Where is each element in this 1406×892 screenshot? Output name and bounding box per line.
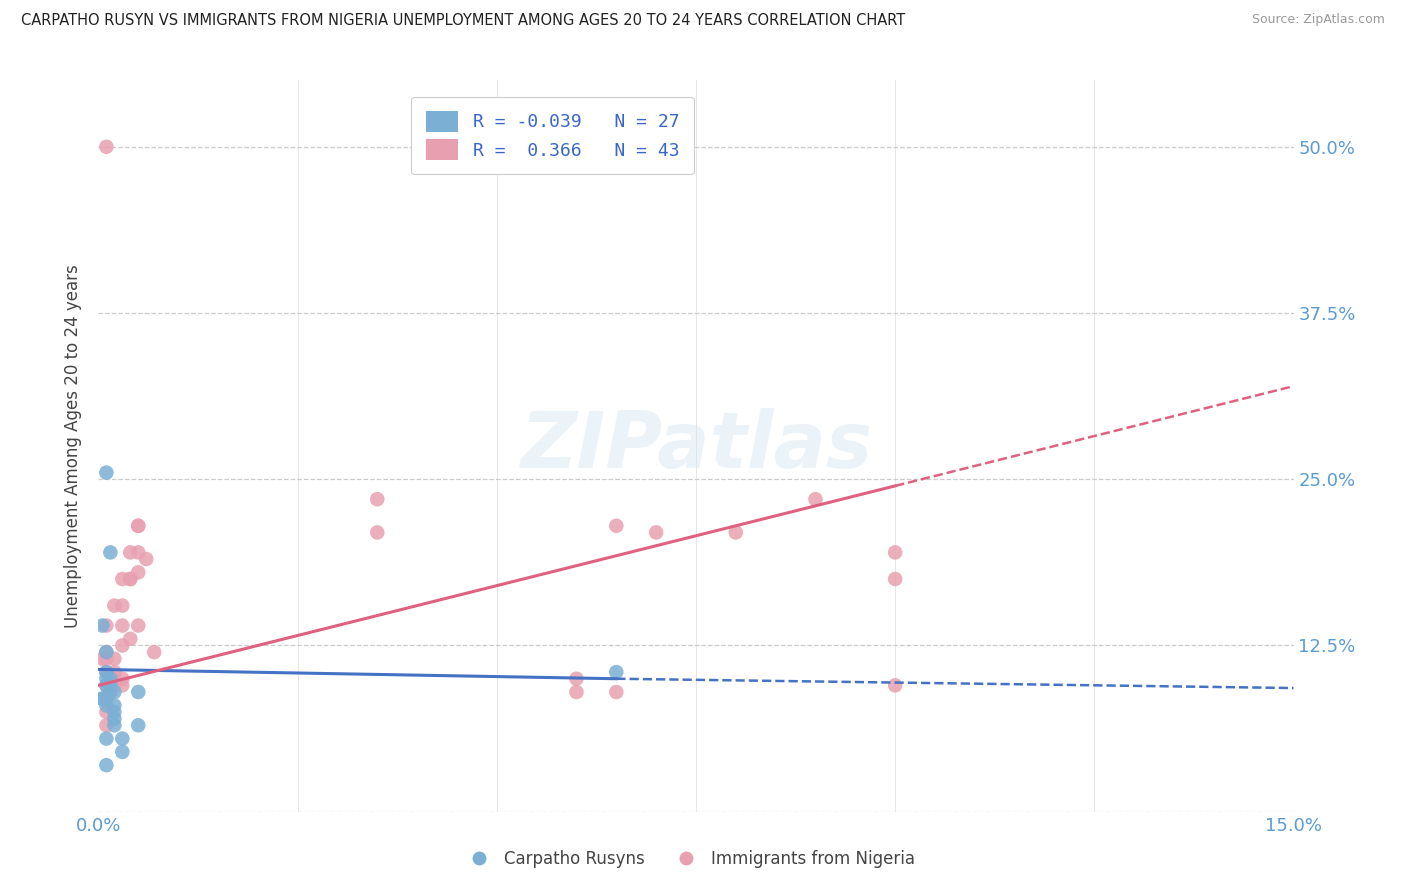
Point [143,645,166,659]
Point [111,618,134,632]
Point [103,599,125,613]
Point [127,518,149,533]
Point [96,758,118,772]
Point [884,545,907,559]
Text: Source: ZipAtlas.com: Source: ZipAtlas.com [1251,13,1385,27]
Point [605,518,627,533]
Point [724,525,747,540]
Point [127,545,149,559]
Point [884,572,907,586]
Point [884,678,907,692]
Point [96,731,118,746]
Point [103,718,125,732]
Point [103,685,125,699]
Point [103,698,125,713]
Point [366,492,388,507]
Point [96,652,118,666]
Point [111,731,134,746]
Point [96,691,118,706]
Point [96,705,118,719]
Point [100,672,122,686]
Point [103,665,125,679]
Point [111,678,134,692]
Point [127,618,149,632]
Point [100,545,122,559]
Point [111,745,134,759]
Point [91,652,114,666]
Point [605,685,627,699]
Point [96,678,118,692]
Point [127,685,149,699]
Point [96,645,118,659]
Point [111,672,134,686]
Point [565,672,588,686]
Point [103,672,125,686]
Point [103,705,125,719]
Point [96,718,118,732]
Y-axis label: Unemployment Among Ages 20 to 24 years: Unemployment Among Ages 20 to 24 years [65,264,83,628]
Point [103,652,125,666]
Point [111,639,134,653]
Point [127,518,149,533]
Text: CARPATHO RUSYN VS IMMIGRANTS FROM NIGERIA UNEMPLOYMENT AMONG AGES 20 TO 24 YEARS: CARPATHO RUSYN VS IMMIGRANTS FROM NIGERI… [21,13,905,29]
Point [96,645,118,659]
Point [127,566,149,580]
Point [127,718,149,732]
Point [103,712,125,726]
Legend: R = -0.039   N = 27, R =  0.366   N = 43: R = -0.039 N = 27, R = 0.366 N = 43 [412,96,693,175]
Point [96,691,118,706]
Text: ZIPatlas: ZIPatlas [520,408,872,484]
Point [120,572,142,586]
Point [96,665,118,679]
Point [96,140,118,154]
Point [100,678,122,692]
Point [565,685,588,699]
Point [645,525,668,540]
Point [120,572,142,586]
Point [96,698,118,713]
Point [96,678,118,692]
Point [120,545,142,559]
Point [96,466,118,480]
Point [91,618,114,632]
Point [120,632,142,646]
Point [91,691,114,706]
Point [804,492,827,507]
Point [91,691,114,706]
Point [111,572,134,586]
Point [366,525,388,540]
Legend: Carpatho Rusyns, Immigrants from Nigeria: Carpatho Rusyns, Immigrants from Nigeria [456,844,922,875]
Point [96,672,118,686]
Point [103,678,125,692]
Point [111,599,134,613]
Point [605,665,627,679]
Point [100,685,122,699]
Point [96,618,118,632]
Point [96,665,118,679]
Point [135,552,157,566]
